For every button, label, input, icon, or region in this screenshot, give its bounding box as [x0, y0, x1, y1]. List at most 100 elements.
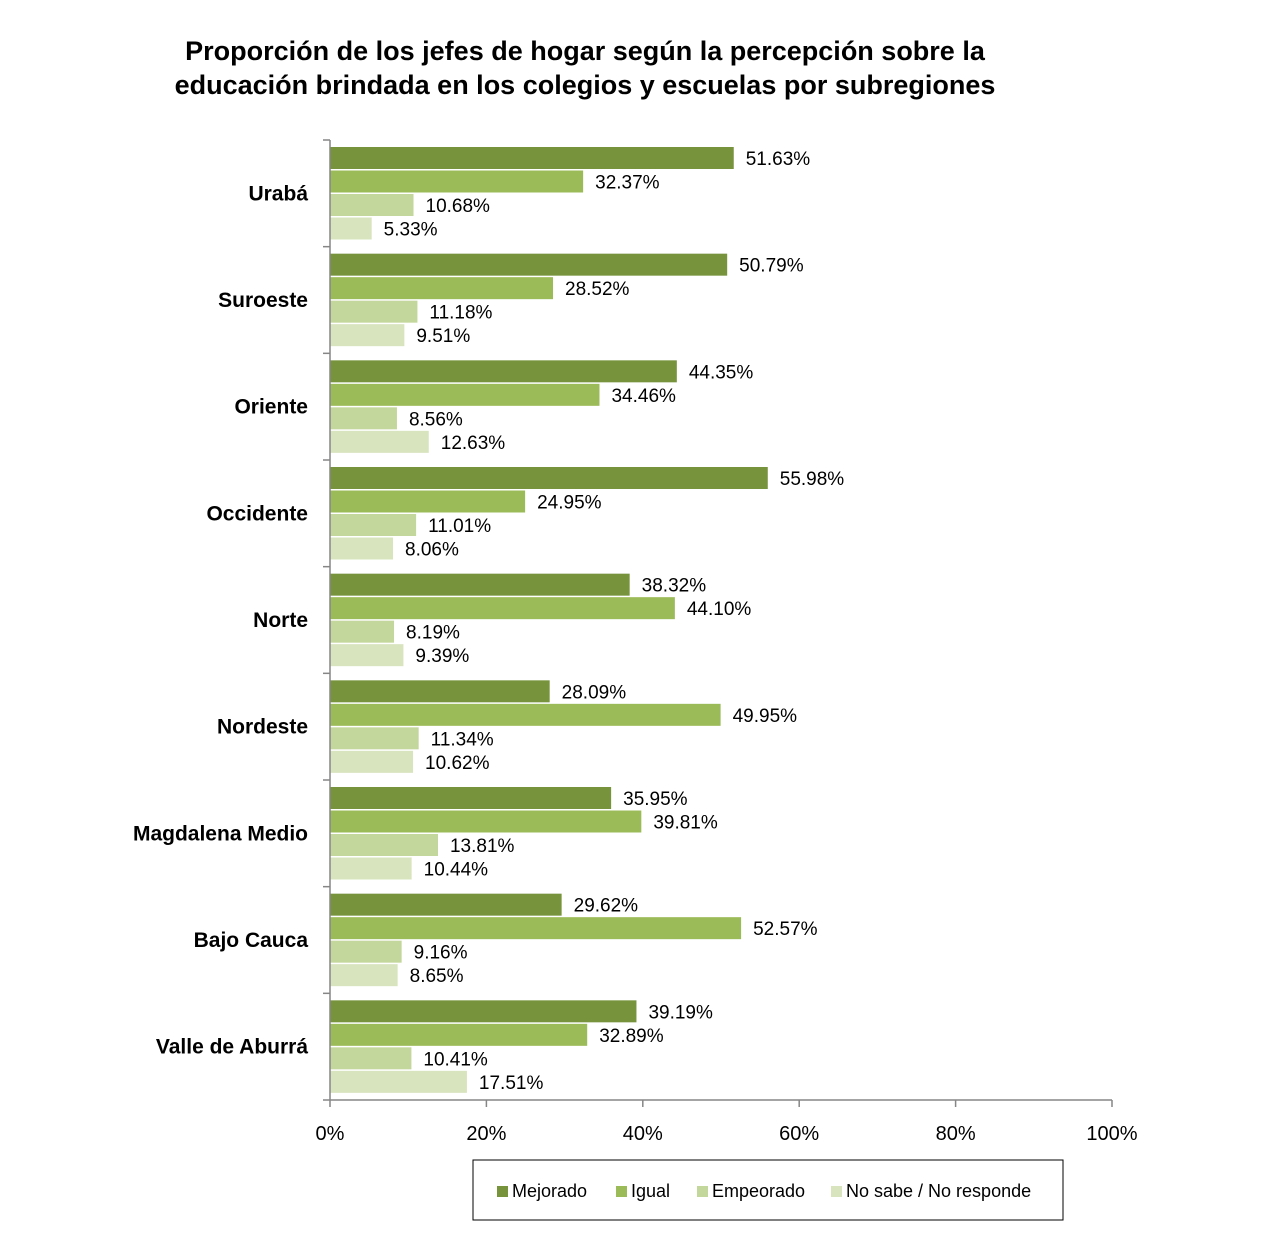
legend-box: [472, 1159, 1064, 1221]
data-label-1-9: 39.19%: [648, 1002, 713, 1023]
data-label-1-5: 38.32%: [642, 576, 707, 597]
legend-swatch-4: [831, 1186, 842, 1197]
bar-3-4: [330, 514, 417, 536]
x-tick-label-6: 100%: [1086, 1123, 1137, 1145]
bar-4-5: [330, 644, 404, 667]
data-label-1-4: 55.98%: [780, 469, 845, 490]
bar-2-9: [330, 1023, 588, 1046]
data-label-1-8: 29.62%: [574, 896, 639, 917]
data-label-1-1: 51.63%: [746, 149, 811, 170]
legend-swatch-3: [697, 1186, 708, 1197]
data-label-2-9: 32.89%: [599, 1026, 664, 1047]
x-tick-label-3: 40%: [623, 1123, 663, 1145]
bar-4-3: [330, 430, 429, 453]
category-label-6: Nordeste: [217, 716, 308, 739]
data-label-3-4: 11.01%: [428, 516, 491, 537]
bar-3-9: [330, 1047, 412, 1070]
data-label-1-7: 35.95%: [623, 789, 688, 810]
data-label-4-5: 9.39%: [415, 646, 469, 667]
bar-1-4: [330, 467, 768, 489]
category-label-8: Bajo Cauca: [194, 929, 309, 952]
chart-title: Proporción de los jefes de hogar según l…: [0, 34, 1170, 102]
bar-3-2: [330, 300, 418, 323]
data-label-3-9: 10.41%: [423, 1049, 488, 1070]
chart-title-line-1: Proporción de los jefes de hogar según l…: [185, 36, 985, 66]
bar-4-1: [330, 217, 372, 240]
bar-2-3: [330, 383, 600, 406]
bar-4-9: [330, 1070, 467, 1093]
bar-4-6: [330, 750, 414, 773]
bar-2-2: [330, 277, 554, 300]
data-label-2-6: 49.95%: [733, 706, 798, 727]
bar-1-6: [330, 680, 550, 703]
data-label-3-2: 11.18%: [429, 303, 492, 324]
data-label-4-9: 17.51%: [479, 1073, 544, 1094]
category-label-9: Valle de Aburrá: [156, 1036, 308, 1059]
bar-1-5: [330, 573, 630, 596]
bar-2-5: [330, 597, 675, 620]
data-label-2-2: 28.52%: [565, 279, 630, 300]
data-label-2-7: 39.81%: [653, 813, 718, 834]
bar-3-1: [330, 194, 414, 216]
data-label-3-8: 9.16%: [414, 943, 468, 964]
data-label-2-1: 32.37%: [595, 173, 660, 194]
bar-2-7: [330, 810, 642, 833]
bar-4-4: [330, 537, 394, 560]
bar-1-3: [330, 360, 677, 383]
bar-4-2: [330, 324, 405, 347]
x-tick-label-5: 80%: [936, 1123, 976, 1145]
bar-3-3: [330, 407, 397, 430]
bar-3-7: [330, 834, 438, 856]
chart-title-line-2: educación brindada en los colegios y esc…: [174, 70, 996, 100]
x-tick-label-2: 20%: [466, 1123, 506, 1145]
data-label-4-3: 12.63%: [441, 433, 506, 454]
data-label-4-8: 8.65%: [410, 966, 464, 987]
bar-2-8: [330, 917, 742, 940]
legend-label-4: No sabe / No responde: [846, 1181, 1031, 1201]
data-label-3-3: 8.56%: [409, 409, 463, 430]
category-label-5: Norte: [253, 609, 308, 632]
bar-2-4: [330, 490, 526, 513]
legend-label-1: Mejorado: [512, 1181, 587, 1201]
data-label-1-3: 44.35%: [689, 362, 754, 383]
bar-3-8: [330, 940, 402, 963]
bar-4-8: [330, 964, 398, 987]
bar-2-6: [330, 703, 721, 726]
data-label-4-1: 5.33%: [384, 220, 438, 241]
legend-label-2: Igual: [631, 1181, 670, 1201]
data-label-2-3: 34.46%: [611, 386, 676, 407]
data-label-3-6: 11.34%: [431, 729, 494, 750]
legend-swatch-2: [616, 1186, 627, 1197]
bar-1-9: [330, 1000, 637, 1023]
data-label-4-4: 8.06%: [405, 540, 459, 561]
bar-4-7: [330, 857, 412, 880]
bar-3-6: [330, 727, 419, 750]
legend-swatch-1: [497, 1186, 508, 1197]
data-label-3-1: 10.68%: [426, 196, 491, 217]
data-label-3-7: 13.81%: [450, 836, 515, 857]
category-label-7: Magdalena Medio: [133, 822, 308, 845]
data-label-3-5: 8.19%: [406, 623, 460, 644]
category-label-4: Occidente: [206, 502, 308, 525]
data-label-4-7: 10.44%: [424, 860, 489, 881]
data-label-2-4: 24.95%: [537, 493, 602, 514]
legend-label-3: Empeorado: [712, 1181, 805, 1201]
bar-1-2: [330, 253, 728, 276]
bar-3-5: [330, 620, 395, 643]
data-label-4-6: 10.62%: [425, 753, 490, 774]
data-label-2-8: 52.57%: [753, 919, 818, 940]
category-label-2: Suroeste: [218, 289, 308, 312]
data-label-1-6: 28.09%: [562, 682, 627, 703]
bar-1-1: [330, 147, 734, 169]
category-label-3: Oriente: [234, 396, 308, 419]
data-label-2-5: 44.10%: [687, 599, 752, 620]
x-tick-label-4: 60%: [779, 1123, 819, 1145]
data-label-4-2: 9.51%: [416, 326, 470, 347]
bar-2-1: [330, 170, 584, 193]
x-tick-label-1: 0%: [316, 1123, 345, 1145]
category-label-1: Urabá: [248, 182, 308, 205]
bar-1-7: [330, 787, 612, 809]
bar-1-8: [330, 893, 562, 916]
data-label-1-2: 50.79%: [739, 256, 804, 277]
